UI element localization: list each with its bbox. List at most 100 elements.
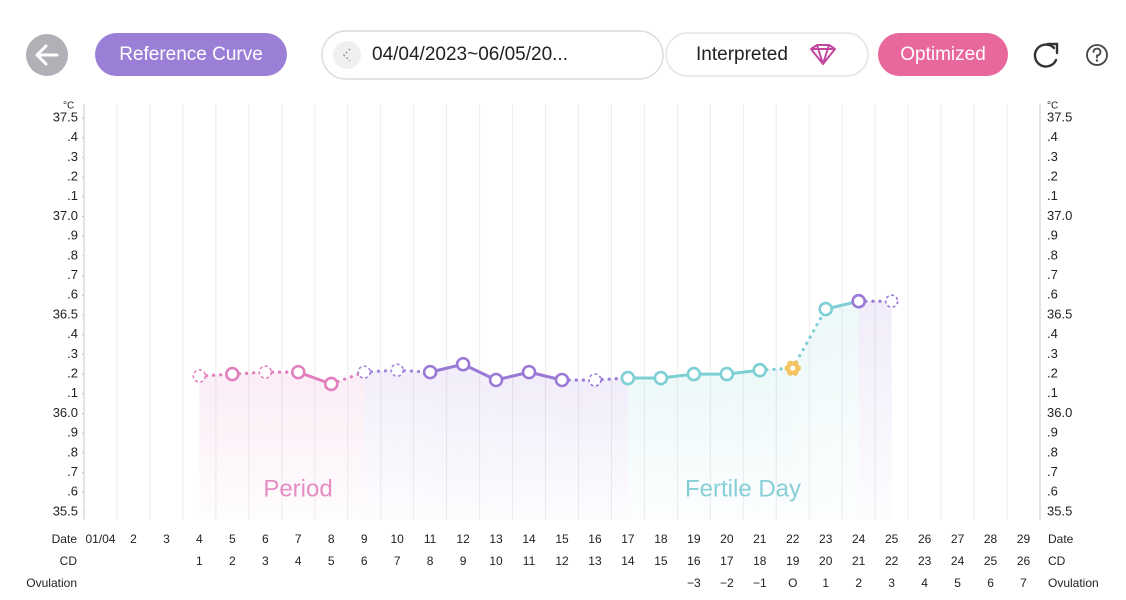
ovulation-label: −2	[720, 576, 734, 590]
row-label: Ovulation	[26, 576, 77, 590]
row-label: Ovulation	[1048, 576, 1099, 590]
x-tick-label: 8	[328, 532, 335, 546]
point	[818, 301, 834, 317]
refresh-button[interactable]	[1033, 42, 1059, 68]
y-tick-label: .1	[67, 385, 78, 400]
cd-label: 7	[394, 554, 401, 568]
chart: °C °C 35.5 35.5 .6 .6 .7 .7 .8 .8 .9 .9 36.0 36.0 .1 .1…	[26, 101, 1098, 591]
area	[397, 370, 431, 520]
y-tick-label: .6	[1047, 287, 1058, 302]
x-tick-label: 3	[163, 532, 170, 546]
reference-curve-button[interactable]: Reference Curve	[95, 33, 287, 76]
point	[192, 369, 207, 383]
ovulation-label: −1	[753, 576, 767, 590]
cd-label: 5	[328, 554, 335, 568]
cd-label: 18	[753, 554, 767, 568]
button-label: Reference Curve	[119, 44, 263, 65]
y-tick-label: .6	[1047, 484, 1058, 499]
x-tick-label: 10	[390, 532, 404, 546]
y-tick-label: .8	[67, 444, 78, 459]
x-tick-label: 5	[229, 532, 236, 546]
x-tick-label: 14	[522, 532, 536, 546]
y-tick-label: 36.0	[53, 405, 78, 420]
back-button[interactable]	[26, 34, 68, 76]
area	[594, 378, 628, 520]
cd-label: 23	[918, 554, 932, 568]
row-label: Date	[1048, 532, 1074, 546]
ovulation-label: 6	[987, 576, 994, 590]
x-tick-label: 27	[951, 532, 965, 546]
point	[620, 370, 636, 386]
area	[199, 374, 233, 520]
y-tick-label: .9	[1047, 425, 1058, 440]
cd-label: 21	[852, 554, 866, 568]
point	[357, 365, 372, 379]
cd-label: 22	[885, 554, 899, 568]
x-tick-label: 26	[918, 532, 932, 546]
point	[422, 364, 438, 380]
point	[752, 362, 768, 378]
x-tick-label: 13	[489, 532, 503, 546]
cd-label: 1	[196, 554, 203, 568]
area	[529, 372, 562, 520]
y-tick-label: .9	[67, 228, 78, 243]
area	[858, 301, 892, 520]
ovulation-label: 4	[921, 576, 928, 590]
unit-label: °C	[63, 101, 74, 112]
cd-label: 2	[229, 554, 236, 568]
petal	[792, 360, 799, 368]
y-tick-label: .2	[67, 169, 78, 184]
y-tick-label: .2	[1047, 169, 1058, 184]
ovulation-label: 2	[855, 576, 862, 590]
interpreted-button[interactable]: Interpreted	[665, 32, 869, 77]
point	[653, 370, 669, 386]
x-tick-label: 29	[1017, 532, 1031, 546]
cd-label: 3	[262, 554, 269, 568]
cd-label: 14	[621, 554, 635, 568]
ovulation-label: 5	[954, 576, 961, 590]
button-label: Interpreted	[696, 44, 788, 65]
y-tick-label: 36.0	[1047, 405, 1072, 420]
y-tick-label: .3	[67, 346, 78, 361]
x-tick-label: 01/04	[85, 532, 115, 546]
help-button[interactable]	[1086, 44, 1108, 66]
cd-label: 25	[984, 554, 998, 568]
row-label: CD	[60, 554, 78, 568]
x-tick-label: 17	[621, 532, 635, 546]
point	[521, 364, 537, 380]
area	[693, 374, 727, 520]
area	[232, 372, 266, 520]
point	[455, 356, 471, 372]
point	[588, 373, 602, 387]
cd-label: 12	[555, 554, 569, 568]
point	[719, 366, 735, 382]
x-tick-label: 18	[654, 532, 668, 546]
y-tick-label: .3	[67, 149, 78, 164]
area	[660, 374, 694, 520]
point	[851, 293, 866, 309]
optimized-button[interactable]: Optimized	[878, 33, 1008, 76]
y-tick-label: .1	[1047, 385, 1058, 400]
y-tick-label: .7	[1047, 464, 1058, 479]
point	[290, 364, 306, 380]
ovulation-point	[784, 360, 801, 376]
ovulation-label: 1	[822, 576, 829, 590]
petal	[792, 369, 799, 376]
cd-label: 11	[523, 554, 536, 568]
petal	[787, 360, 794, 368]
y-tick-label: .4	[67, 326, 78, 341]
row-label: Date	[52, 532, 78, 546]
y-tick-label: 37.5	[53, 109, 78, 124]
petal-center	[790, 365, 796, 371]
x-tick-label: 25	[885, 532, 899, 546]
area	[496, 372, 530, 520]
date-range-picker[interactable]: 04/04/2023~06/05/20...	[321, 30, 664, 80]
y-tick-label: .6	[67, 287, 78, 302]
area	[430, 364, 464, 520]
cd-label: 19	[786, 554, 800, 568]
x-tick-label: 22	[786, 532, 800, 546]
y-tick-label: .3	[1047, 149, 1058, 164]
cd-label: 10	[489, 554, 503, 568]
area	[331, 372, 365, 520]
